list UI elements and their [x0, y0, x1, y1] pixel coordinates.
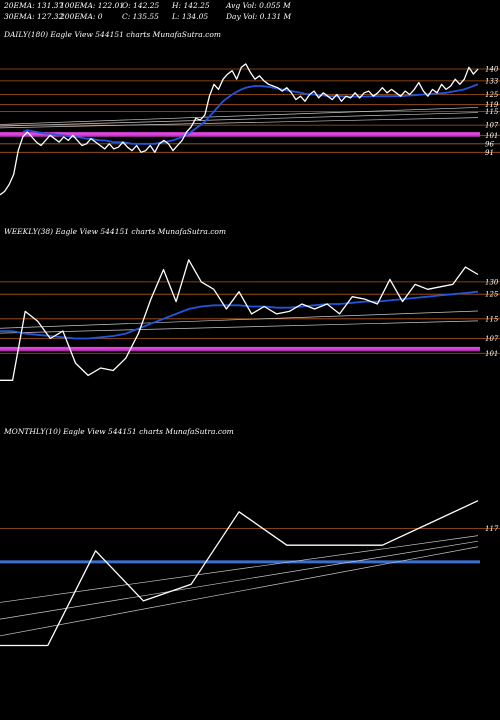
daily-average-line	[0, 112, 479, 127]
weekly-level-label: 115	[485, 315, 499, 323]
daily-average-line	[0, 107, 479, 125]
daily-level-label: 101	[485, 132, 498, 140]
monthly-chart-title: MONTHLY(10) Eagle View 544151 charts Mun…	[4, 427, 234, 436]
high-readout: H: 142.25	[172, 1, 210, 10]
weekly-level-label: 125	[485, 291, 499, 299]
monthly-average-line	[0, 535, 479, 603]
weekly-chart-title: WEEKLY(38) Eagle View 544151 charts Muna…	[4, 227, 227, 236]
weekly-level-label: 107	[485, 335, 499, 343]
avg-vol-readout: Avg Vol: 0.055 M	[226, 1, 291, 10]
day-vol-readout: Day Vol: 0.131 M	[226, 12, 292, 21]
monthly-price-line	[0, 500, 479, 647]
open-readout: O: 142.25	[122, 1, 160, 10]
daily-level-label: 91	[485, 149, 494, 157]
low-readout: L: 134.05	[172, 12, 209, 21]
weekly-price-line	[0, 259, 479, 381]
weekly-level-label: 130	[485, 278, 499, 286]
close-readout: C: 135.55	[122, 12, 159, 21]
daily-level-label: 140	[485, 66, 499, 74]
daily-price-line	[0, 63, 479, 196]
daily-ema-line	[22, 83, 479, 145]
ema100-readout: 100EMA: 122.01	[60, 1, 125, 10]
monthly-average-line	[0, 546, 479, 637]
daily-level-label: 119	[485, 101, 499, 109]
weekly-ema-line	[0, 290, 479, 340]
monthly-level-label: 117	[485, 525, 499, 533]
daily-average-line	[0, 117, 479, 129]
weekly-average-line	[0, 310, 479, 329]
daily-level-label: 96	[485, 140, 494, 148]
daily-chart-title: DAILY(180) Eagle View 544151 charts Muna…	[4, 30, 221, 39]
ema20-readout: 20EMA: 131.37	[4, 1, 64, 10]
weekly-level-label: 101	[485, 350, 498, 358]
daily-level-label: 107	[485, 122, 499, 130]
daily-level-label: 125	[485, 91, 499, 99]
daily-level-label: 133	[485, 77, 499, 85]
ema30-readout: 30EMA: 127.32	[4, 12, 64, 21]
monthly-average-line	[0, 540, 479, 620]
ema200-readout: 200EMA: 0	[60, 12, 103, 21]
weekly-average-line	[0, 320, 479, 334]
daily-level-label: 115	[485, 108, 499, 116]
